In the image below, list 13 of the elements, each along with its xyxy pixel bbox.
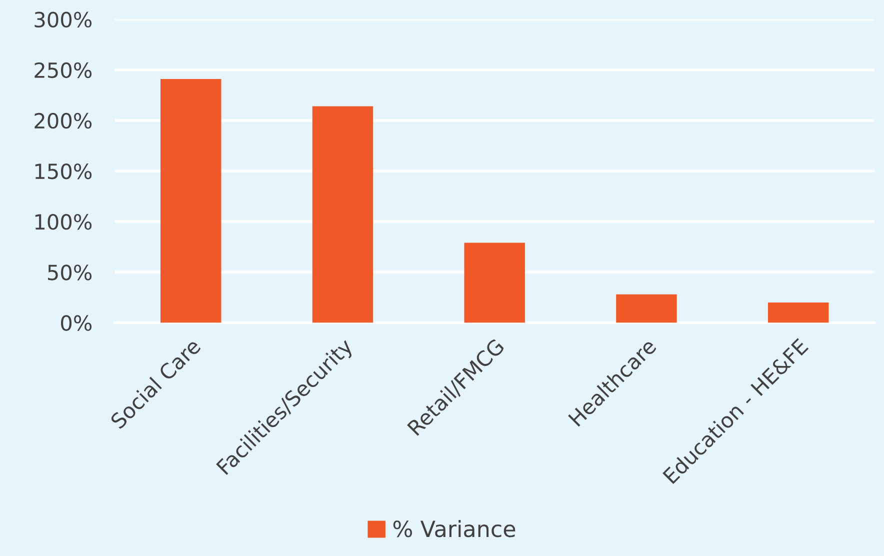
bar [768, 302, 829, 323]
y-tick-label: 150% [35, 163, 92, 180]
bar [160, 78, 222, 323]
y-tick-label: 300% [34, 12, 92, 28]
bar [312, 106, 374, 323]
bar [616, 294, 677, 323]
bar [464, 242, 525, 323]
y-tick-label: 50% [48, 264, 92, 280]
y-tick-label: 200% [34, 112, 92, 129]
y-tick-label: 100% [35, 214, 92, 230]
y-tick-label: 0% [61, 315, 92, 331]
legend-label: % Variance [393, 520, 516, 538]
y-tick-label: 250% [34, 62, 92, 78]
